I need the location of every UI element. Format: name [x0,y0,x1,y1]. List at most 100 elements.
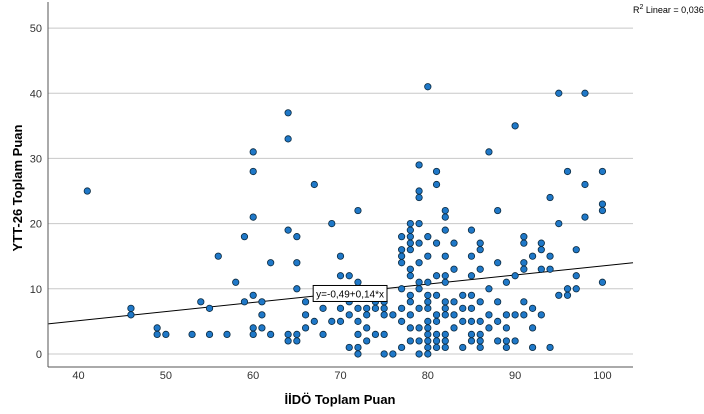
data-point [293,330,301,339]
data-point [406,239,414,247]
r2-text: Linear = 0,036 [643,5,703,15]
data-point [205,330,214,339]
data-point [520,259,528,267]
data-point [441,343,449,352]
data-point [398,246,406,254]
data-point [424,324,432,332]
data-point [432,311,441,319]
data-point [432,317,441,325]
data-point [249,291,257,299]
data-point [389,311,397,319]
data-point [319,330,327,339]
data-point [345,311,353,319]
data-point [459,291,467,299]
data-point [528,252,537,260]
data-point [441,252,449,260]
data-point [441,311,449,319]
data-point [354,317,362,325]
data-point [336,272,345,280]
data-point [572,272,580,280]
data-point [520,311,528,319]
data-point [581,213,589,221]
data-point [398,317,406,325]
data-point [406,324,414,332]
data-point [555,291,563,299]
data-point [223,330,231,339]
data-point [476,330,484,339]
data-point [415,350,423,358]
data-point [467,317,476,325]
data-point [214,252,222,260]
data-point [528,324,537,332]
data-point [336,252,345,260]
data-point [424,317,432,325]
data-point [127,311,135,319]
data-point [494,298,502,306]
data-point [310,180,318,189]
data-point [389,350,397,358]
y-tick-label: 0 [36,349,42,361]
data-point [441,226,449,234]
data-point [555,89,563,97]
data-point [467,304,476,312]
data-point [398,285,406,293]
data-point [424,278,432,286]
point-layer [83,83,607,358]
data-point [406,226,414,234]
data-point [406,246,414,254]
data-point [398,304,406,312]
data-point [476,246,484,254]
data-point [197,298,205,306]
data-point [441,272,449,280]
data-point [398,252,406,260]
equation-label: y=-0,49+0,14*x [312,284,388,302]
data-point [485,324,493,332]
data-point [485,148,493,156]
data-point [293,285,301,293]
data-point [153,330,161,339]
data-point [354,206,362,215]
data-point [415,239,423,247]
data-point [424,330,432,339]
data-point [336,317,345,325]
data-point [293,233,301,241]
data-point [511,122,519,130]
data-point [546,193,554,202]
data-point [598,206,607,215]
data-point [415,324,423,332]
data-point [424,350,432,358]
data-point [249,324,257,332]
x-tick-label: 100 [593,370,611,382]
data-point [441,298,449,306]
data-point [432,291,441,299]
data-point [441,330,449,339]
data-point [528,304,537,312]
data-point [476,298,484,306]
data-point [406,220,414,228]
y-tick-label: 30 [30,153,42,165]
axis-layer [47,2,633,368]
x-tick-label: 90 [509,370,521,382]
data-point [424,252,432,260]
data-point [406,265,414,273]
data-point [520,298,528,306]
data-point [494,317,502,325]
data-point [432,343,441,352]
data-point [424,298,432,306]
data-point [249,148,257,156]
data-point [537,239,545,247]
data-point [380,311,388,319]
data-point [432,272,441,280]
data-point [432,167,441,176]
data-point [406,337,414,345]
data-point [467,330,476,339]
data-point [432,330,441,339]
data-point [284,135,292,143]
data-point [441,213,449,221]
data-point [598,278,607,286]
data-point [537,246,545,254]
data-point [240,233,249,241]
data-point [398,233,406,241]
data-point [528,343,537,352]
